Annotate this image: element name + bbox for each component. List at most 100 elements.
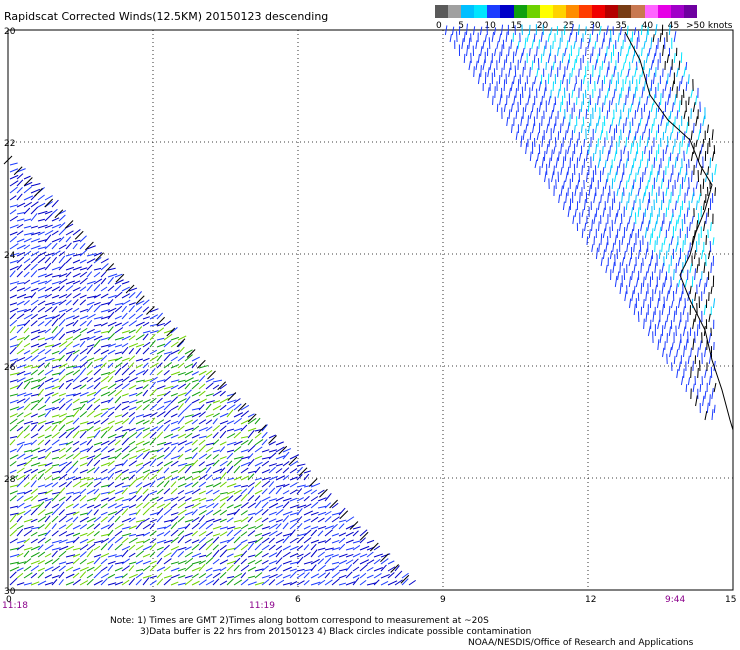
wind-vector (612, 261, 615, 274)
wind-vector (16, 441, 25, 446)
wind-vector (191, 371, 199, 376)
wind-vector (163, 565, 171, 572)
wind-vector (536, 132, 540, 141)
legend-tick-15: 15 (510, 21, 523, 31)
wind-vector (100, 503, 108, 509)
legend-tick-0: 0 (436, 21, 442, 31)
wind-vector (632, 136, 636, 148)
wind-vector (489, 60, 492, 71)
wind-vector (86, 253, 97, 257)
wind-vector (649, 255, 653, 267)
wind-vector (149, 355, 159, 362)
edge-marker (135, 295, 145, 305)
wind-vector (93, 477, 102, 481)
wind-vector (191, 419, 199, 425)
wind-vector (9, 439, 16, 446)
wind-vector (163, 497, 174, 502)
wind-vector (156, 405, 165, 411)
wind-vector (268, 434, 277, 439)
wind-vector (16, 572, 24, 579)
wind-vector (51, 456, 60, 460)
wind-vector (79, 340, 86, 348)
wind-vector (219, 425, 227, 432)
wind-vector (23, 518, 33, 523)
wind-vector (107, 332, 116, 341)
wind-vector (254, 543, 262, 551)
wind-vector (79, 566, 89, 572)
wind-vector (694, 268, 697, 281)
wind-vector (156, 480, 165, 488)
wind-vector (44, 391, 54, 397)
wind-vector (649, 233, 652, 246)
wind-vector (649, 171, 652, 183)
wind-vector (219, 456, 227, 460)
wind-vector (93, 564, 102, 572)
edge-marker (95, 252, 104, 262)
wind-vector (51, 476, 60, 481)
wind-vector (500, 24, 504, 36)
wind-vector (16, 582, 25, 586)
wind-vector (37, 321, 45, 327)
edge-marker (400, 574, 410, 584)
wind-vector (508, 109, 511, 120)
wind-vector (205, 499, 214, 502)
wind-vector (44, 377, 54, 383)
wind-vector (135, 550, 144, 558)
wind-vector (65, 414, 74, 418)
wind-vector (662, 347, 665, 358)
wind-vector (510, 103, 514, 113)
wind-vector (191, 425, 200, 432)
wind-vector (324, 529, 333, 537)
wind-vector (86, 344, 95, 348)
wind-vector (93, 252, 103, 257)
wind-vector (233, 484, 241, 488)
edge-marker (227, 392, 237, 401)
wind-vector (510, 124, 513, 134)
wind-vector (233, 398, 241, 404)
wind-vector (72, 536, 80, 544)
wind-vector (254, 432, 262, 439)
wind-vector (205, 531, 214, 537)
wind-vector (163, 442, 172, 446)
wind-vector (170, 384, 179, 390)
wind-vector (16, 256, 25, 264)
wind-vector (37, 397, 44, 404)
wind-vector (65, 454, 74, 460)
wind-vector (275, 538, 285, 544)
wind-vector (72, 307, 80, 313)
wind-vector (86, 543, 96, 551)
wind-vector (261, 565, 269, 572)
wind-vector (16, 491, 26, 495)
wind-vector (219, 544, 227, 551)
wind-vector (560, 143, 563, 155)
wind-vector (86, 245, 96, 250)
wind-vector (643, 41, 646, 50)
wind-vector (660, 115, 664, 127)
wind-vector (23, 334, 30, 341)
wind-vector (212, 518, 222, 523)
wind-vector (667, 179, 670, 190)
wind-vector (44, 406, 55, 411)
wind-vector (685, 121, 689, 134)
wind-vector (100, 407, 109, 411)
wind-vector (114, 327, 124, 334)
wind-vector (51, 230, 59, 236)
wind-vector (9, 180, 19, 187)
wind-vector (261, 480, 271, 488)
wind-vector (37, 239, 47, 243)
wind-vector (16, 462, 27, 467)
wind-vector (100, 385, 108, 390)
wind-vector (317, 517, 325, 523)
wind-vector (345, 547, 355, 551)
wind-vector (387, 572, 395, 579)
wind-vector (654, 24, 658, 36)
wind-vector (177, 509, 187, 516)
wind-vector (659, 32, 662, 43)
wind-vector (625, 94, 627, 106)
wind-vector (142, 404, 150, 411)
wind-vector (261, 488, 268, 495)
wind-vector (128, 460, 138, 467)
wind-vector (177, 496, 186, 502)
wind-vector (240, 436, 249, 439)
wind-vector (170, 488, 178, 495)
